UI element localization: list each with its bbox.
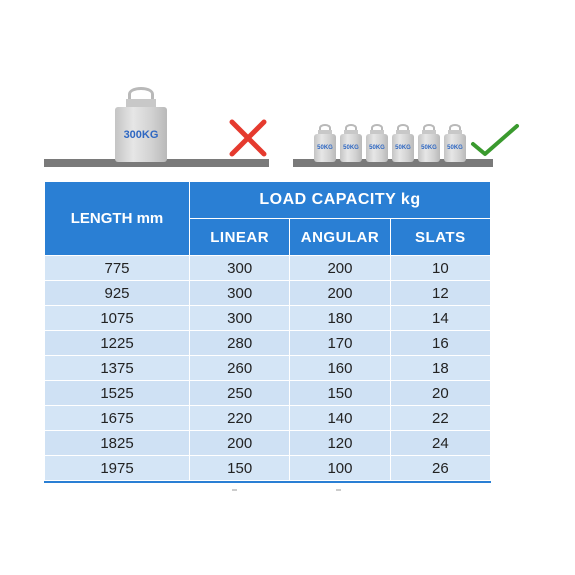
table-row: 1525 250 150 20 xyxy=(44,380,492,406)
cell-length: 1825 xyxy=(44,430,190,456)
cell-linear: 300 xyxy=(188,305,291,331)
small-weight-icon: 50KG xyxy=(418,124,440,162)
cell-angular: 100 xyxy=(289,455,391,481)
header-slats: SLATS xyxy=(389,218,492,256)
cell-length: 925 xyxy=(44,280,190,306)
left-shelf xyxy=(44,159,269,167)
table-row: 1375 260 160 18 xyxy=(44,355,492,381)
cell-linear: 280 xyxy=(188,330,291,356)
header-angular: ANGULAR xyxy=(289,218,391,256)
right-shelf xyxy=(293,159,493,167)
small-weight-label: 50KG xyxy=(392,134,414,162)
cell-length: 1225 xyxy=(44,330,190,356)
cell-slats: 26 xyxy=(389,455,492,481)
cell-slats: 16 xyxy=(389,330,492,356)
cell-angular: 200 xyxy=(289,255,391,281)
print-mark xyxy=(336,489,341,491)
cell-angular: 150 xyxy=(289,380,391,406)
table-bottom-border xyxy=(44,481,491,483)
cell-angular: 200 xyxy=(289,280,391,306)
cell-slats: 22 xyxy=(389,405,492,431)
cell-linear: 260 xyxy=(188,355,291,381)
cell-length: 1525 xyxy=(44,380,190,406)
table-row: 775 300 200 10 xyxy=(44,255,492,281)
cell-linear: 300 xyxy=(188,255,291,281)
small-weight-label: 50KG xyxy=(444,134,466,162)
cell-linear: 300 xyxy=(188,280,291,306)
small-weight-label: 50KG xyxy=(418,134,440,162)
table-row: 1225 280 170 16 xyxy=(44,330,492,356)
small-weight-label: 50KG xyxy=(314,134,336,162)
load-capacity-table: LENGTH mm LOAD CAPACITY kg LINEAR ANGULA… xyxy=(44,181,492,483)
print-mark xyxy=(232,489,237,491)
cell-slats: 20 xyxy=(389,380,492,406)
checkmark-icon xyxy=(471,124,519,156)
cell-linear: 200 xyxy=(188,430,291,456)
cell-slats: 18 xyxy=(389,355,492,381)
cell-length: 1375 xyxy=(44,355,190,381)
header-linear: LINEAR xyxy=(188,218,291,256)
cell-angular: 160 xyxy=(289,355,391,381)
header-load-capacity: LOAD CAPACITY kg xyxy=(189,181,491,219)
small-weight-icon: 50KG xyxy=(366,124,388,162)
cell-length: 1075 xyxy=(44,305,190,331)
small-weight-icon: 50KG xyxy=(444,124,466,162)
cell-linear: 250 xyxy=(188,380,291,406)
heavy-weight-label: 300KG xyxy=(115,107,167,162)
cell-angular: 120 xyxy=(289,430,391,456)
cell-angular: 140 xyxy=(289,405,391,431)
small-weight-icon: 50KG xyxy=(392,124,414,162)
cell-length: 775 xyxy=(44,255,190,281)
small-weight-icon: 50KG xyxy=(314,124,336,162)
cell-slats: 14 xyxy=(389,305,492,331)
table-row: 925 300 200 12 xyxy=(44,280,492,306)
table-row: 1075 300 180 14 xyxy=(44,305,492,331)
cell-slats: 12 xyxy=(389,280,492,306)
table-row: 1675 220 140 22 xyxy=(44,405,492,431)
cell-length: 1975 xyxy=(44,455,190,481)
table-row: 1825 200 120 24 xyxy=(44,430,492,456)
header-length: LENGTH mm xyxy=(44,181,190,256)
cell-angular: 180 xyxy=(289,305,391,331)
cell-linear: 150 xyxy=(188,455,291,481)
small-weight-icon: 50KG xyxy=(340,124,362,162)
cell-length: 1675 xyxy=(44,405,190,431)
table-row: 1975 150 100 26 xyxy=(44,455,492,481)
heavy-weight-icon: 300KG xyxy=(115,87,167,162)
cell-slats: 24 xyxy=(389,430,492,456)
cell-slats: 10 xyxy=(389,255,492,281)
cell-angular: 170 xyxy=(289,330,391,356)
small-weight-label: 50KG xyxy=(366,134,388,162)
cell-linear: 220 xyxy=(188,405,291,431)
cross-icon xyxy=(229,119,267,157)
small-weight-label: 50KG xyxy=(340,134,362,162)
